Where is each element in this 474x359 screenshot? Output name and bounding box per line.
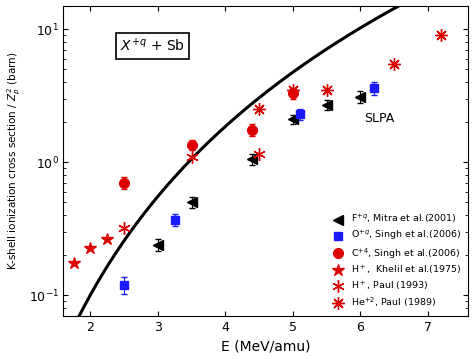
Legend: F$^{+q}$, Mitra et al.(2001), O$^{+q}$, Singh et al.(2006), C$^{+4}$, Singh et a: F$^{+q}$, Mitra et al.(2001), O$^{+q}$, …: [325, 209, 465, 313]
Text: $X^{+q}$ + Sb: $X^{+q}$ + Sb: [120, 37, 185, 55]
Y-axis label: K-shell ionization cross section / $Z_p^2$ (barn): K-shell ionization cross section / $Z_p^…: [6, 51, 23, 270]
Text: SLPA: SLPA: [364, 112, 394, 125]
X-axis label: E (MeV/amu): E (MeV/amu): [221, 340, 310, 354]
